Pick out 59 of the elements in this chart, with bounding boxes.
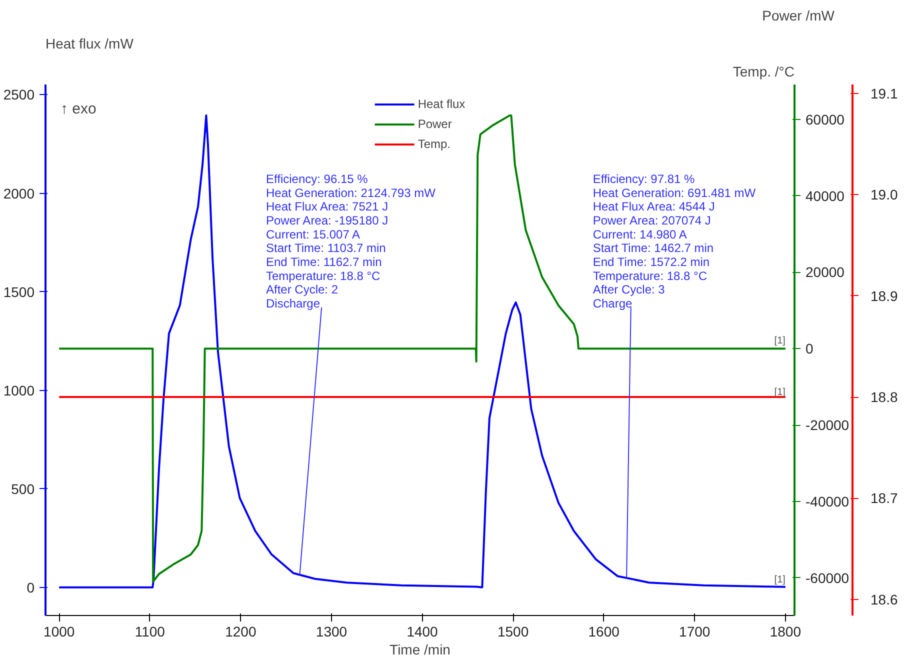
y-axis-title: Heat flux /mW — [46, 36, 134, 52]
x-tick-label: 1200 — [225, 624, 256, 640]
x-tick-label: 1700 — [679, 624, 710, 640]
annotation: [1] — [774, 574, 786, 586]
annotation: Current: 14.980 A — [592, 227, 687, 242]
annotation: Heat Flux Area: 7521 J — [266, 200, 388, 214]
annotation: After Cycle: 2 — [266, 282, 338, 297]
annotation: Efficiency: 96.15 % — [266, 172, 368, 186]
y-tick-label: 1000 — [3, 382, 35, 398]
y-tick-label: 0 — [26, 579, 35, 596]
annotation: Temperature: 18.8 °C — [266, 268, 381, 283]
y-tick-label: 500 — [11, 480, 35, 497]
y2-axis-title: Power /mW — [762, 8, 836, 24]
y2-tick-label: 0 — [806, 340, 814, 357]
annotation: Current: 15.007 A — [266, 227, 360, 242]
y2-tick-label: 20000 — [806, 264, 845, 280]
annotation: Discharge — [266, 296, 320, 310]
annotation: Efficiency: 97.81 % — [592, 172, 696, 186]
annotation: Start Time: 1103.7 min — [266, 241, 386, 256]
annotation: End Time: 1572.2 min — [592, 254, 710, 269]
y3-tick-label: 18.8 — [870, 389, 898, 406]
x-tick-label: 1500 — [497, 624, 529, 640]
annotation: Heat Flux Area: 4544 J — [592, 200, 715, 214]
y2-tick-label: -60000 — [806, 570, 850, 586]
annotation: Power Area: -195180 J — [266, 214, 388, 228]
annotation: Heat Generation: 2124.793 mW — [266, 186, 436, 200]
y3-tick-label: 18.6 — [870, 591, 898, 608]
x-tick-label: 1800 — [770, 624, 802, 640]
x-tick-label: 1100 — [134, 624, 166, 640]
annotation: Charge — [592, 296, 633, 310]
x-tick-label: 1600 — [588, 624, 620, 640]
legend-label: Power — [418, 117, 452, 131]
y2-tick-label: -20000 — [806, 417, 850, 434]
annotation: Power Area: 207074 J — [592, 214, 711, 228]
legend-label: Temp. — [418, 137, 451, 151]
y-tick-label: 2500 — [3, 86, 35, 103]
x-axis-title: Time /min — [390, 642, 450, 658]
y2-tick-label: -40000 — [806, 493, 850, 510]
annotation: End Time: 1162.7 min — [266, 254, 382, 269]
y-tick-label: 2000 — [3, 185, 35, 202]
annotation: [1] — [774, 336, 786, 347]
x-tick-label: 1300 — [316, 624, 348, 640]
annotation: After Cycle: 3 — [592, 282, 666, 297]
annotation: Start Time: 1462.7 min — [592, 241, 714, 256]
x-tick-label: 1400 — [406, 624, 438, 640]
annotation: Temperature: 18.8 °C — [592, 268, 708, 283]
y3-tick-label: 19.0 — [870, 186, 898, 203]
y2-tick-label: 60000 — [806, 111, 845, 128]
legend-label: Heat flux — [418, 97, 466, 111]
y3-tick-label: 18.7 — [870, 490, 898, 506]
y2-tick-label: 40000 — [806, 188, 845, 204]
annotation: Heat Generation: 691.481 mW — [592, 186, 756, 200]
y3-tick-label: 18.9 — [870, 288, 898, 304]
y-tick-label: 1500 — [3, 284, 35, 300]
annotation: ↑ exo — [60, 100, 96, 118]
annotation: [1] — [774, 387, 786, 398]
x-tick-label: 1000 — [44, 624, 75, 640]
y3-tick-label: 19.1 — [870, 86, 898, 102]
y3-axis-title: Temp. /°C — [732, 64, 795, 80]
